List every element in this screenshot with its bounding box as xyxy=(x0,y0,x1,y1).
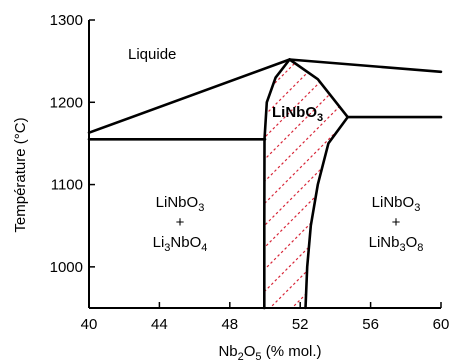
hatch-line xyxy=(264,59,273,308)
x-axis-title: Nb2O5 (% mol.) xyxy=(218,343,321,363)
left-two-phase-label: LiNbO3 + Li3NbO4 xyxy=(153,194,208,254)
svg-text:Li3NbO4: Li3NbO4 xyxy=(153,234,208,254)
hatch-line xyxy=(0,20,250,320)
y-tick-label: 1000 xyxy=(50,259,83,276)
hatch-line xyxy=(264,59,348,308)
hatch-line xyxy=(264,59,348,308)
hatch-line xyxy=(412,20,454,320)
liquidus-left-line xyxy=(87,58,291,134)
liquid-region-label: Liquide xyxy=(128,46,176,63)
hatch-line xyxy=(264,59,348,308)
y-tick-label: 1100 xyxy=(51,177,83,194)
solidus-left-line xyxy=(263,58,291,310)
x-tick-label: 40 xyxy=(81,316,98,333)
y-tick-label: 1300 xyxy=(50,12,83,29)
svg-text:+: + xyxy=(392,214,401,231)
hatch-line xyxy=(368,20,454,320)
hatch-line xyxy=(264,59,339,308)
y-axis-title: Température (°C) xyxy=(12,117,29,232)
x-tick-label: 56 xyxy=(362,316,379,333)
svg-text:LiNbO3: LiNbO3 xyxy=(156,194,205,214)
hatch-line xyxy=(434,20,454,320)
right-two-phase-label: LiNbO3 + LiNb3O8 xyxy=(369,194,424,254)
liquidus-right-line xyxy=(288,58,443,74)
x-tick-label: 52 xyxy=(292,316,309,333)
hatch-line xyxy=(264,59,348,308)
x-tick-label: 44 xyxy=(151,316,168,333)
single-phase-region-label: LiNbO3 xyxy=(272,104,323,124)
hatch-line xyxy=(264,59,295,308)
svg-text:+: + xyxy=(176,214,185,231)
x-tick-label: 60 xyxy=(433,316,450,333)
hatch-line xyxy=(264,59,348,308)
hatch-line xyxy=(264,59,348,308)
hatch-line xyxy=(390,20,454,320)
solidus-right-line xyxy=(288,58,349,310)
svg-text:LiNb3O8: LiNb3O8 xyxy=(369,234,424,254)
y-axis-ticks: 1300 1200 1100 1000 xyxy=(50,12,95,276)
hatch-line xyxy=(264,59,348,308)
svg-text:LiNbO3: LiNbO3 xyxy=(372,194,421,214)
y-tick-label: 1200 xyxy=(50,94,83,111)
x-axis-ticks: 40 44 48 52 56 60 xyxy=(81,302,450,333)
x-tick-label: 48 xyxy=(221,316,238,333)
hatch-line xyxy=(264,59,348,308)
hatch-line xyxy=(301,59,348,308)
